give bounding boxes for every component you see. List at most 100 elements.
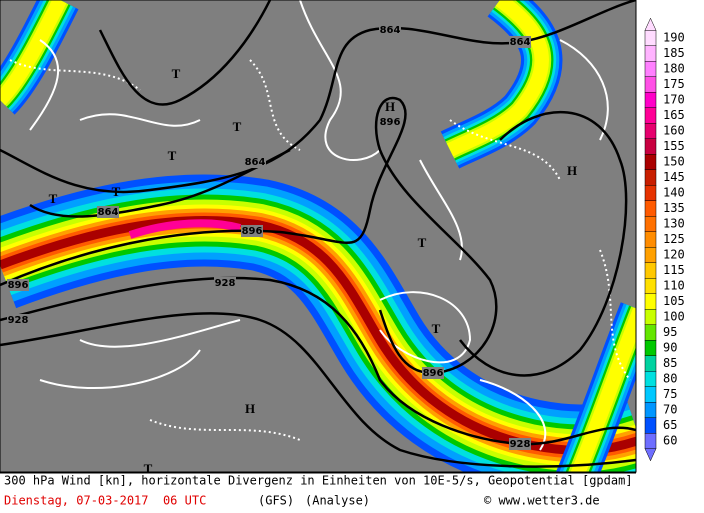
legend-label: 80: [663, 372, 677, 386]
pressure-center: H: [385, 99, 395, 114]
contour-label: 928: [510, 439, 531, 450]
caption-source: © www.wetter3.de: [484, 494, 600, 508]
legend-label: 185: [663, 46, 685, 60]
legend-label: 125: [663, 232, 685, 246]
divergence-contours: [9, 0, 631, 451]
legend-swatch: [644, 185, 657, 201]
legend-swatch: [644, 355, 657, 372]
pressure-center: H: [567, 163, 577, 178]
legend-swatch: [644, 278, 657, 294]
contour-label-bg: [214, 277, 236, 289]
legend-label: 160: [663, 124, 685, 138]
legend-label: 150: [663, 155, 685, 169]
legend-swatch: [644, 76, 657, 93]
pressure-center: T: [168, 148, 177, 163]
legend-swatch: [644, 231, 657, 248]
pressure-center: H: [245, 401, 255, 416]
legend-label: 75: [663, 387, 677, 401]
pressure-center: T: [112, 184, 121, 199]
legend-label: 115: [663, 263, 685, 277]
legend-label: 95: [663, 325, 677, 339]
legend-swatch: [644, 45, 657, 62]
legend-swatch: [644, 61, 657, 77]
contour-label-bg: [97, 206, 119, 218]
legend-label: 70: [663, 403, 677, 417]
pressure-center: T: [144, 461, 153, 476]
map-labels: 864 864 864 864 896 896 896 896 928 928 928 H H H T T T T…: [7, 24, 577, 476]
pressure-center: T: [172, 66, 181, 81]
legend-swatch: [644, 216, 657, 232]
legend-label: 130: [663, 217, 685, 231]
legend-swatch: [644, 309, 657, 325]
legend-swatch: [644, 417, 657, 434]
legend-swatch: [644, 154, 657, 170]
jet-band: [446, 0, 549, 157]
contour-label-bg: [7, 279, 29, 291]
contour-label: 928: [8, 315, 29, 326]
legend-label: 135: [663, 201, 685, 215]
legend-swatch: [644, 402, 657, 418]
caption-date: Dienstag, 07-03-2017 06 UTC: [4, 494, 206, 508]
jet-core: [128, 219, 242, 239]
legend-label: 155: [663, 139, 685, 153]
contour-label: 896: [423, 368, 444, 379]
legend-label: 105: [663, 294, 685, 308]
legend-tip: [644, 448, 657, 462]
legend-swatch: [644, 30, 657, 46]
contour-label: 896: [8, 280, 29, 291]
legend-swatch: [644, 340, 657, 356]
legend-swatch: [644, 371, 657, 387]
legend-swatch: [644, 138, 657, 155]
pressure-center: T: [432, 321, 441, 336]
pressure-center: T: [49, 191, 58, 206]
contour-label: 928: [215, 278, 236, 289]
legend-tip: [644, 17, 657, 31]
caption: 300 hPa Wind [kn], horizontale Divergenz…: [4, 474, 633, 488]
legend-label: 65: [663, 418, 677, 432]
legend-label: 120: [663, 248, 685, 262]
legend-swatch: [644, 92, 657, 108]
jet-band: [0, 216, 636, 455]
legend-label: 100: [663, 310, 685, 324]
legend-swatch: [644, 247, 657, 263]
legend-swatch: [644, 324, 657, 341]
jet-band: [570, 307, 636, 472]
contour-label: 864: [510, 37, 531, 48]
legend-label: 145: [663, 170, 685, 184]
legend-swatch: [644, 386, 657, 403]
pressure-center: T: [418, 235, 427, 250]
legend-swatch: [644, 262, 657, 279]
contour-label-bg: [244, 156, 266, 168]
jet-band: [0, 0, 67, 106]
caption-model: (GFS): [258, 494, 294, 508]
caption-run: (Analyse): [305, 494, 370, 508]
legend-label: 165: [663, 108, 685, 122]
contour-label: 864: [98, 207, 119, 218]
contour-label: 896: [380, 117, 401, 128]
contour-label: 864: [245, 157, 266, 168]
legend-label: 180: [663, 62, 685, 76]
contour-label-bg: [379, 116, 401, 128]
legend-swatch: [644, 293, 657, 310]
legend-swatch: [644, 123, 657, 139]
legend-label: 110: [663, 279, 685, 293]
contour-label-bg: [379, 24, 401, 36]
contour-label: 896: [242, 226, 263, 237]
contour-label-bg: [422, 367, 444, 379]
legend-label: 140: [663, 186, 685, 200]
legend-swatch: [644, 200, 657, 217]
legend-label: 90: [663, 341, 677, 355]
pressure-center: T: [233, 119, 242, 134]
legend-swatch: [644, 433, 657, 449]
contour-label-bg: [7, 314, 29, 326]
legend-swatch: [644, 169, 657, 186]
legend-label: 60: [663, 434, 677, 448]
legend-label: 85: [663, 356, 677, 370]
contour-label-bg: [509, 36, 531, 48]
map-frame: [0, 0, 637, 473]
jet-stream: [0, 0, 636, 472]
legend: 1901851801751701651601551501451401351301…: [644, 17, 685, 462]
legend-label: 175: [663, 77, 685, 91]
contour-label-bg: [241, 225, 263, 237]
